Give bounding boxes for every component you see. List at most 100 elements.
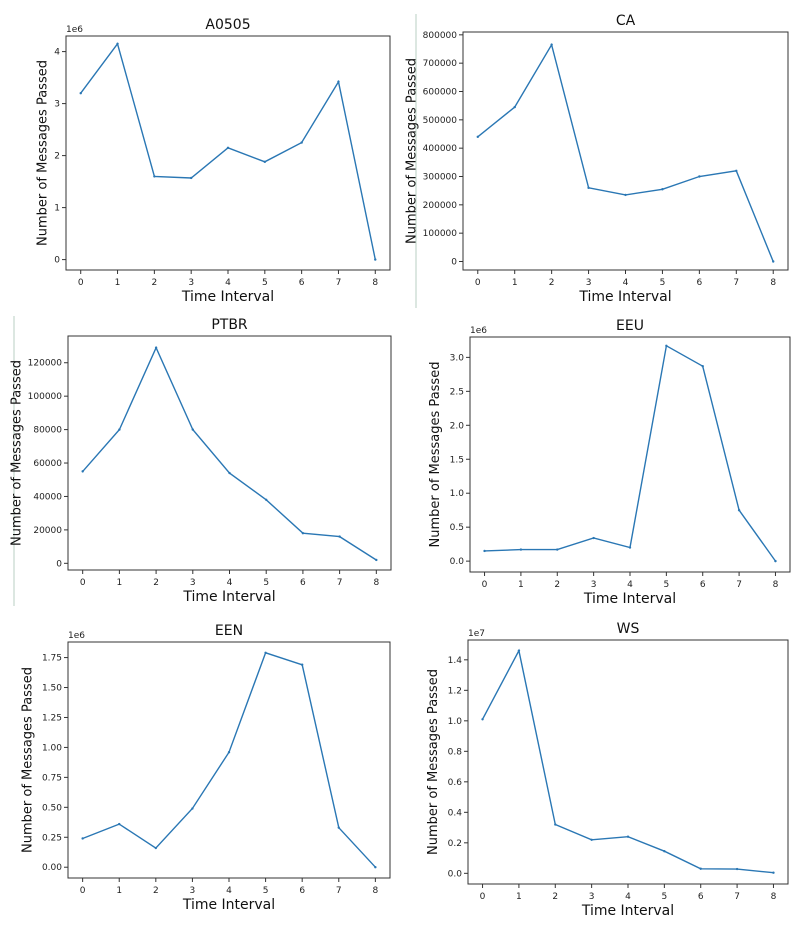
y-tick-label: 500000 — [423, 116, 458, 126]
chart-een: 0 1 2 3 4 5 6 7 8 0.00 0.25 0.50 0.75 1.00 1.25 1.50 1.7… — [21, 623, 391, 913]
x-tick-label: 4 — [623, 278, 629, 288]
y-axis-label: Number of Messages Passed — [21, 667, 36, 853]
x-axis-label: Time Interval — [583, 591, 676, 607]
chart-ws: 0 1 2 3 4 5 6 7 8 0.0 0.2 0.4 0.6 0.8 1.0 1.2 1.4 1e7 WS Ti… — [426, 621, 789, 919]
chart-title: EEU — [616, 318, 644, 334]
x-tick-label: 8 — [770, 278, 776, 288]
data-point — [592, 536, 595, 540]
x-axis-label: Time Interval — [581, 903, 674, 919]
x-tick-label: 4 — [225, 278, 231, 288]
y-tick-label: 3.0 — [450, 353, 465, 363]
data-point — [661, 188, 664, 191]
x-tick-label: 7 — [336, 278, 342, 288]
data-point — [191, 428, 194, 431]
data-point — [227, 751, 231, 754]
x-tick-label: 6 — [300, 578, 306, 588]
x-tick-label: 2 — [552, 892, 558, 902]
data-point — [699, 867, 702, 870]
y-tick-label: 0.2 — [448, 839, 462, 849]
x-tick-label: 7 — [337, 578, 343, 588]
x-tick-label: 3 — [589, 892, 595, 902]
series-line — [80, 42, 376, 260]
axis-multiplier: 1e6 — [68, 631, 85, 641]
data-point — [481, 718, 484, 721]
data-point — [189, 176, 193, 180]
y-tick-label: 1.50 — [42, 684, 62, 694]
data-point — [698, 175, 701, 178]
y-tick-label: 400000 — [423, 144, 458, 154]
x-tick-label: 8 — [372, 886, 378, 896]
y-tick-label: 1.4 — [448, 656, 463, 666]
x-tick-label: 8 — [773, 580, 779, 590]
x-tick-label: 1 — [116, 886, 122, 896]
y-tick-label: 80000 — [33, 426, 62, 436]
chart-a0505: 0 1 2 3 4 5 6 7 8 0 1 2 3 4 1e6 A0505 Time Interval Numbe… — [35, 17, 391, 305]
data-point — [301, 532, 305, 535]
data-point — [735, 169, 738, 173]
plot-frame — [462, 31, 789, 271]
x-tick-label: 2 — [153, 578, 159, 588]
data-point — [375, 558, 378, 562]
data-point — [337, 826, 340, 829]
plot-frame — [469, 336, 791, 573]
x-tick-label: 3 — [190, 886, 196, 896]
axis-multiplier: 1e6 — [66, 25, 83, 35]
x-tick-label: 2 — [151, 278, 157, 288]
x-tick-label: 6 — [299, 886, 305, 896]
y-tick-label: 700000 — [423, 59, 458, 69]
x-tick-label: 3 — [188, 278, 194, 288]
x-tick-label: 8 — [771, 892, 777, 902]
y-axis-label: Number of Messages Passed — [428, 362, 443, 548]
x-tick-label: 3 — [591, 580, 597, 590]
data-point — [587, 186, 590, 190]
data-point — [517, 649, 521, 652]
y-tick-label: 0.25 — [42, 833, 62, 843]
data-point — [154, 346, 158, 349]
y-tick-label: 300000 — [423, 173, 458, 183]
x-tick-label: 7 — [734, 892, 740, 902]
series-line — [82, 651, 376, 868]
x-axis-label: Time Interval — [182, 897, 275, 913]
y-tick-label: 0.75 — [42, 773, 62, 783]
y-tick-label: 1.2 — [448, 686, 462, 696]
series-line — [82, 345, 377, 561]
data-point — [264, 651, 267, 654]
data-point — [374, 866, 377, 869]
data-point — [154, 846, 158, 850]
data-point — [153, 175, 156, 178]
data-point — [483, 549, 486, 553]
data-point — [628, 546, 632, 549]
y-tick-label: 1.5 — [450, 455, 464, 465]
chart-eeu: 0 1 2 3 4 5 6 7 8 0.0 0.5 1.0 1.5 2.0 2.5 3.0 1e6 EEU Time… — [428, 318, 791, 607]
x-axis-label: Time Interval — [578, 289, 671, 305]
axis-multiplier: 1e6 — [470, 326, 487, 336]
y-tick-label: 0 — [54, 256, 60, 266]
y-axis-label: Number of Messages Passed — [426, 669, 441, 855]
y-axis-label: Number of Messages Passed — [35, 60, 50, 246]
y-tick-label: 200000 — [423, 201, 458, 211]
data-point — [626, 835, 630, 838]
x-tick-label: 0 — [480, 892, 486, 902]
y-tick-label: 800000 — [423, 31, 458, 41]
y-tick-label: 40000 — [33, 492, 62, 502]
y-tick-label: 0.5 — [450, 523, 464, 533]
y-tick-label: 600000 — [423, 88, 458, 98]
x-axis-label: Time Interval — [181, 289, 274, 305]
data-point — [263, 160, 267, 164]
data-point — [665, 344, 668, 348]
y-axis-label: Number of Messages Passed — [404, 58, 419, 244]
x-tick-label: 5 — [262, 278, 268, 288]
y-tick-label: 2 — [54, 152, 60, 162]
x-tick-label: 8 — [373, 578, 379, 588]
data-point — [556, 548, 559, 551]
plot-frame — [67, 335, 392, 571]
x-tick-label: 5 — [263, 886, 269, 896]
x-tick-label: 7 — [736, 580, 742, 590]
y-tick-label: 0.00 — [42, 863, 62, 873]
y-tick-label: 0.8 — [448, 747, 463, 757]
x-tick-label: 4 — [625, 892, 631, 902]
data-point — [300, 663, 304, 666]
data-point — [513, 105, 516, 109]
data-point — [476, 135, 479, 139]
